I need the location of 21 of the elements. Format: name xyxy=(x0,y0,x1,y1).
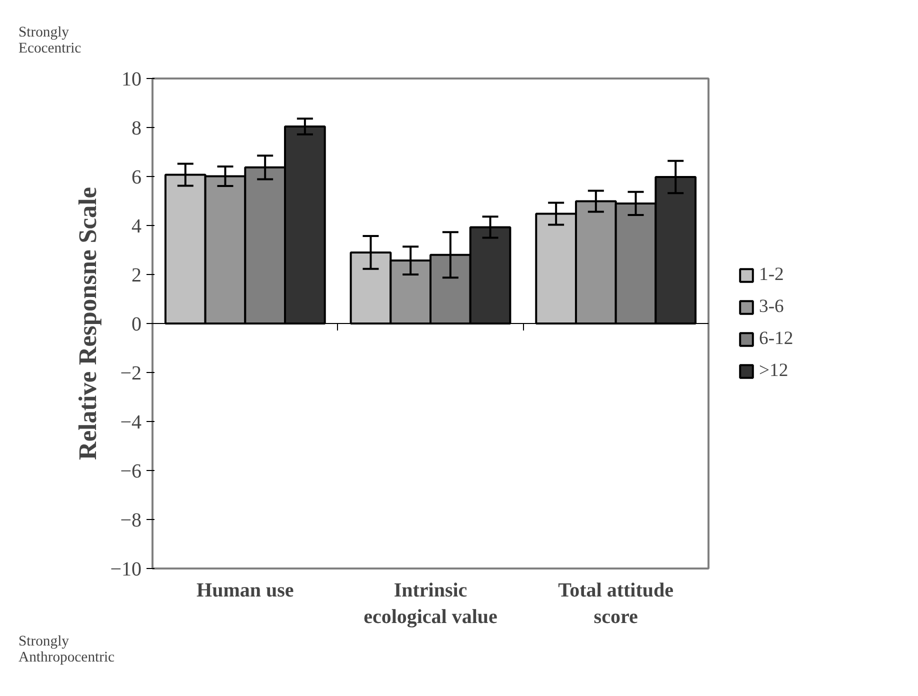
x-tick-label: Total attitude score xyxy=(558,580,674,628)
y-tick-label: 0 xyxy=(132,314,142,336)
y-tick-label: 8 xyxy=(132,118,142,140)
y-tick-label: −10 xyxy=(110,558,142,580)
legend-label: 1-2 xyxy=(759,264,784,286)
y-tick-label: 4 xyxy=(132,216,142,238)
y-tick-label: 6 xyxy=(132,166,142,188)
x-tick-label: Human use xyxy=(196,580,294,602)
x-tick-label: Intrinsic ecological value xyxy=(364,580,498,628)
y-tick-label: −2 xyxy=(120,362,142,384)
text: Strongly Anthropocentric xyxy=(18,634,116,666)
text: Strongly Ecocentric xyxy=(18,24,82,56)
y-axis-title: Relative Responsne Scale xyxy=(74,187,102,460)
y-tick-label: −4 xyxy=(120,412,142,434)
y-tick-label: −8 xyxy=(120,510,142,532)
y-tick-label: −6 xyxy=(120,460,142,482)
y-tick-label: 10 xyxy=(122,68,142,90)
legend-label: >12 xyxy=(759,360,788,382)
y-tick-label: 2 xyxy=(132,264,142,286)
legend-label: 3-6 xyxy=(759,296,784,318)
legend-label: 6-12 xyxy=(759,328,794,350)
